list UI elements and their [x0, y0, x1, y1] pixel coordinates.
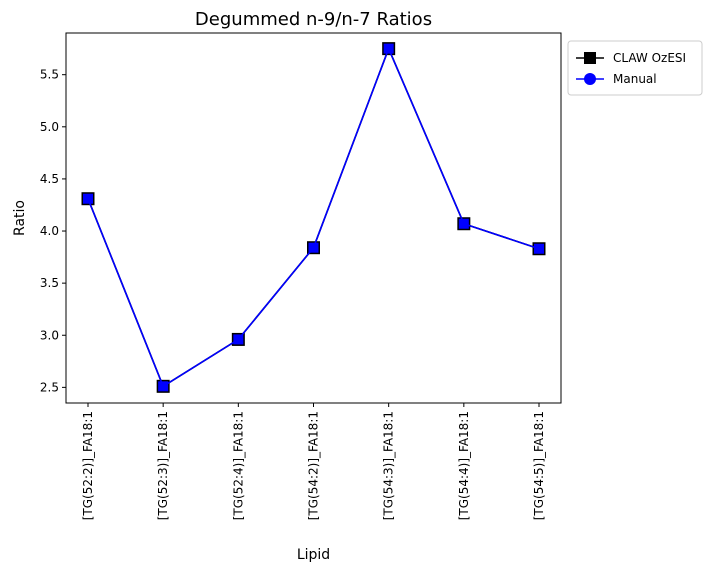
data-point	[158, 381, 169, 392]
plot-area	[81, 42, 546, 393]
x-tick-label: [TG(54:5)]_FA18:1	[532, 411, 546, 520]
y-tick-label: 5.5	[40, 68, 59, 82]
x-tick-label: [TG(52:4)]_FA18:1	[231, 411, 245, 520]
legend-marker	[584, 52, 596, 64]
chart-title: Degummed n-9/n-7 Ratios	[195, 9, 432, 30]
legend-label: CLAW OzESI	[613, 51, 686, 65]
y-axis: 2.5 3.0 3.5 4.0 4.5 5.0 5.5	[40, 68, 66, 394]
plot-frame	[65, 32, 562, 404]
y-tick-label: 4.0	[40, 224, 59, 238]
y-axis-title: Ratio	[12, 200, 28, 236]
y-tick-label: 2.5	[40, 380, 59, 394]
legend: CLAW OzESI Manual	[567, 40, 703, 96]
data-point	[308, 242, 319, 253]
data-point	[534, 243, 544, 254]
y-tick-label: 5.0	[40, 120, 59, 134]
y-tick-label: 4.5	[40, 172, 59, 186]
series-line	[87, 46, 540, 388]
legend-label: Manual	[613, 72, 657, 86]
x-tick-label: [TG(54:4)]_FA18:1	[457, 411, 471, 520]
y-tick-label: 3.5	[40, 276, 59, 290]
x-tick-label: [TG(54:3)]_FA18:1	[382, 411, 396, 520]
data-point	[83, 193, 93, 204]
series-manual	[83, 43, 544, 392]
legend-marker	[584, 73, 596, 85]
y-tick-label: 3.0	[40, 328, 59, 342]
x-axis-title: Lipid	[297, 547, 330, 563]
x-tick-label: [TG(52:3)]_FA18:1	[156, 411, 170, 520]
series-line	[87, 46, 540, 388]
x-axis: [TG(52:2)]_FA18:1 [TG(52:3)]_FA18:1 [TG(52…	[81, 403, 546, 520]
data-point	[383, 43, 394, 54]
legend-box	[567, 40, 703, 96]
series-claw-ozesi	[81, 42, 546, 393]
x-tick-label: [TG(54:2)]_FA18:1	[307, 411, 321, 520]
x-tick-label: [TG(52:2)]_FA18:1	[81, 411, 95, 520]
data-point	[233, 334, 244, 345]
data-point	[458, 218, 469, 229]
